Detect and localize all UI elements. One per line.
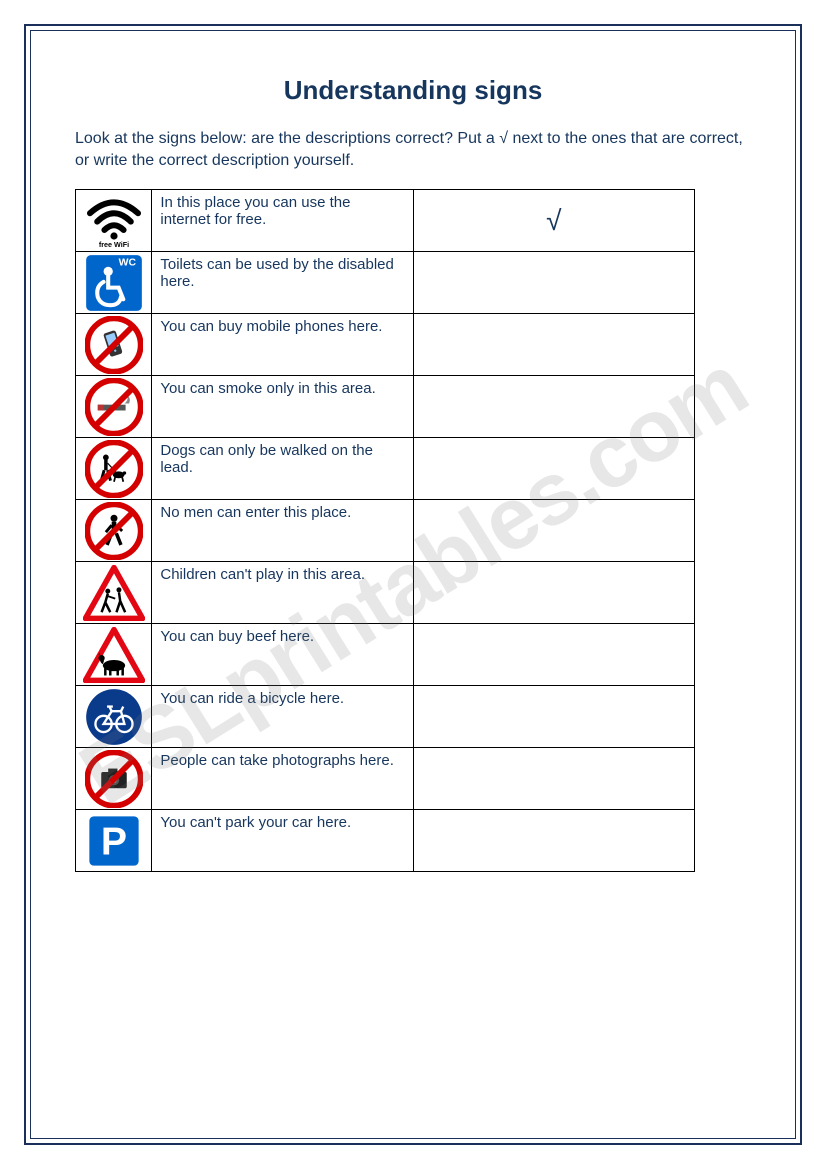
answer-cell[interactable]: √ <box>413 190 694 252</box>
answer-cell[interactable] <box>413 376 694 438</box>
parking-icon: P <box>76 810 152 872</box>
description-cell: People can take photographs here. <box>152 748 413 810</box>
table-row: WC Toilets can be used by the disabled h… <box>76 252 695 314</box>
wifi-icon: free WiFi <box>76 190 152 252</box>
answer-cell[interactable] <box>413 314 694 376</box>
no-dogs-walk-icon <box>76 438 152 500</box>
table-row: You can buy beef here. <box>76 624 695 686</box>
no-phones-icon <box>76 314 152 376</box>
children-icon <box>76 562 152 624</box>
no-peds-icon <box>76 500 152 562</box>
table-row: P You can't park your car here. <box>76 810 695 872</box>
no-smoking-icon <box>76 376 152 438</box>
answer-cell[interactable] <box>413 810 694 872</box>
description-cell: You can't park your car here. <box>152 810 413 872</box>
answer-cell[interactable] <box>413 624 694 686</box>
wc-disabled-icon: WC <box>76 252 152 314</box>
answer-cell[interactable] <box>413 438 694 500</box>
description-cell: In this place you can use the internet f… <box>152 190 413 252</box>
table-row: free WiFi In this place you can use the … <box>76 190 695 252</box>
table-row: You can ride a bicycle here. <box>76 686 695 748</box>
answer-cell[interactable] <box>413 500 694 562</box>
description-cell: Toilets can be used by the disabled here… <box>152 252 413 314</box>
description-cell: You can smoke only in this area. <box>152 376 413 438</box>
answer-cell[interactable] <box>413 252 694 314</box>
check-glyph: √ <box>499 130 508 147</box>
answer-cell[interactable] <box>413 562 694 624</box>
answer-cell[interactable] <box>413 686 694 748</box>
bicycle-icon <box>76 686 152 748</box>
inner-frame: Understanding signs Look at the signs be… <box>30 30 796 1139</box>
answer-cell[interactable] <box>413 748 694 810</box>
svg-text:WC: WC <box>118 257 136 268</box>
description-cell: Dogs can only be walked on the lead. <box>152 438 413 500</box>
page-title: Understanding signs <box>75 75 751 106</box>
table-row: People can take photographs here. <box>76 748 695 810</box>
table-row: Children can't play in this area. <box>76 562 695 624</box>
instructions-pre: Look at the signs below: are the descrip… <box>75 130 499 147</box>
description-cell: Children can't play in this area. <box>152 562 413 624</box>
svg-text:free WiFi: free WiFi <box>99 239 129 248</box>
instructions: Look at the signs below: are the descrip… <box>75 128 751 171</box>
description-cell: You can buy beef here. <box>152 624 413 686</box>
table-row: You can smoke only in this area. <box>76 376 695 438</box>
signs-tbody: free WiFi In this place you can use the … <box>76 190 695 872</box>
table-row: No men can enter this place. <box>76 500 695 562</box>
no-camera-icon <box>76 748 152 810</box>
outer-frame: Understanding signs Look at the signs be… <box>24 24 802 1145</box>
description-cell: No men can enter this place. <box>152 500 413 562</box>
table-row: Dogs can only be walked on the lead. <box>76 438 695 500</box>
cattle-icon <box>76 624 152 686</box>
description-cell: You can buy mobile phones here. <box>152 314 413 376</box>
table-row: You can buy mobile phones here. <box>76 314 695 376</box>
signs-table: free WiFi In this place you can use the … <box>75 189 695 872</box>
description-cell: You can ride a bicycle here. <box>152 686 413 748</box>
svg-text:P: P <box>101 820 127 863</box>
